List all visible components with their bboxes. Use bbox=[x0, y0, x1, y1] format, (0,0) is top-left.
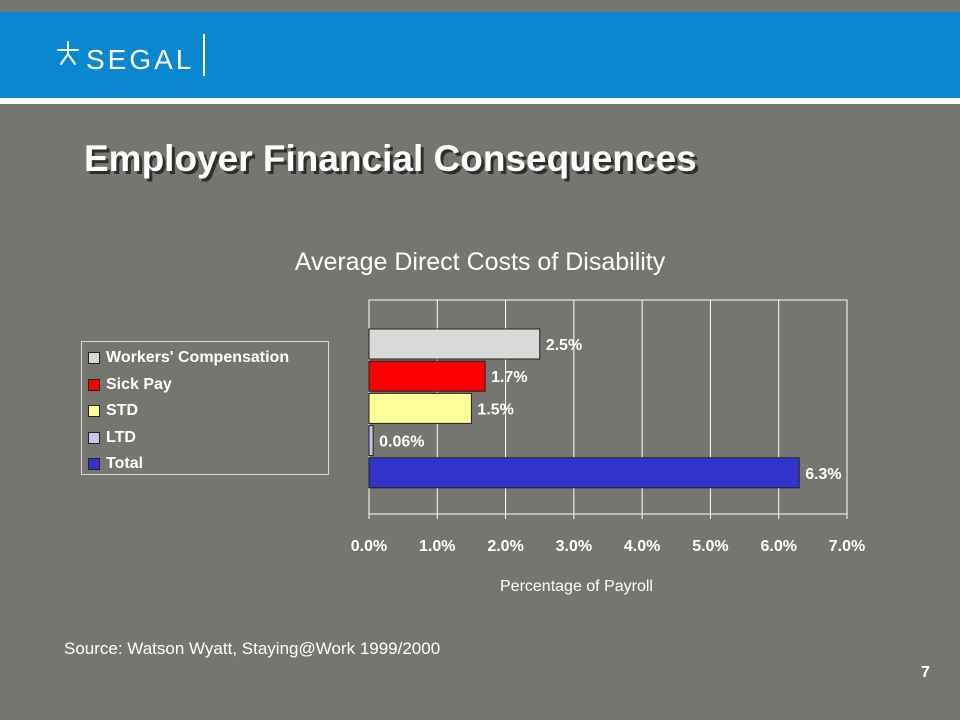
x-tick-label: 2.0% bbox=[487, 538, 523, 555]
legend-label: STD bbox=[106, 402, 138, 419]
legend-label: LTD bbox=[106, 428, 136, 446]
legend-label: Workers' Compensation bbox=[106, 349, 290, 366]
page-number: 7 bbox=[921, 664, 930, 681]
x-tick-label: 6.0% bbox=[760, 538, 796, 555]
x-tick-label: 4.0% bbox=[624, 538, 660, 555]
x-tick-label: 1.0% bbox=[419, 538, 455, 555]
header-underline bbox=[0, 98, 960, 104]
legend-swatch bbox=[88, 405, 100, 417]
legend-item: Sick Pay bbox=[88, 375, 172, 395]
logo-divider bbox=[203, 34, 205, 76]
x-tick-label: 5.0% bbox=[692, 538, 728, 555]
legend-swatch bbox=[88, 378, 100, 391]
x-tick-label: 0.0% bbox=[351, 538, 387, 555]
x-tick-label: 7.0% bbox=[829, 538, 865, 555]
data-label: 2.5% bbox=[546, 337, 582, 354]
x-tick-label: 3.0% bbox=[556, 538, 592, 555]
legend-label: Sick Pay bbox=[106, 375, 172, 393]
data-label: 1.7% bbox=[491, 369, 527, 386]
bar bbox=[368, 457, 800, 489]
bar bbox=[368, 392, 472, 424]
bar bbox=[368, 328, 541, 360]
legend-item: STD bbox=[88, 401, 138, 421]
chart-legend: Workers' Compensation Sick Pay STD LTD Total bbox=[81, 341, 329, 475]
segal-star-icon bbox=[57, 41, 79, 65]
legend-item: LTD bbox=[88, 428, 136, 448]
slide-title: Employer Financial Consequences bbox=[84, 138, 697, 179]
legend-item: Total bbox=[88, 454, 143, 474]
legend-swatch bbox=[88, 458, 100, 470]
bar bbox=[368, 360, 486, 392]
source-note: Source: Watson Wyatt, Staying@Work 1999/… bbox=[64, 639, 441, 658]
logo-text: SEGAL bbox=[86, 44, 195, 75]
chart-title: Average Direct Costs of Disability bbox=[294, 248, 666, 276]
legend-swatch bbox=[88, 431, 100, 444]
data-label: 1.5% bbox=[477, 401, 513, 418]
header-bar bbox=[0, 12, 960, 98]
data-label: 6.3% bbox=[805, 466, 841, 483]
bar bbox=[368, 425, 374, 457]
legend-item: Workers' Compensation bbox=[88, 348, 289, 368]
data-label: 0.06% bbox=[379, 434, 424, 451]
x-axis-title: Percentage of Payroll bbox=[500, 578, 653, 595]
legend-swatch bbox=[88, 352, 100, 364]
legend-label: Total bbox=[106, 455, 144, 472]
